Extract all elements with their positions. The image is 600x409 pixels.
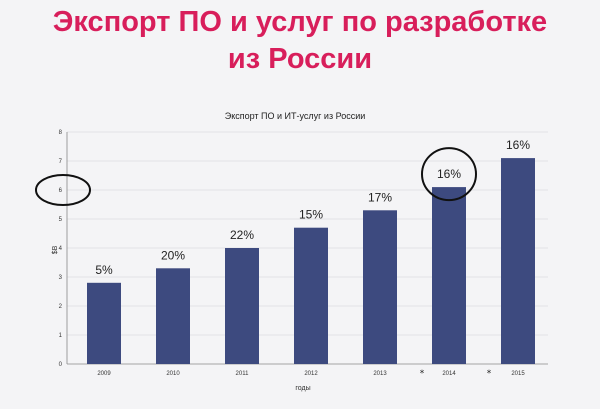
y-axis-label: $B <box>52 245 59 254</box>
y-tick-label-3: 3 <box>59 275 63 281</box>
data-labels: 5% 20% 22% 15% 17% 16% 16% <box>95 138 530 277</box>
x-tick-label-2011: 2011 <box>236 371 250 377</box>
bars <box>87 158 535 364</box>
tick-labels: 0 1 2 3 4 5 6 7 8 2009 2010 2011 2012 2013 2014 2015 <box>59 130 526 377</box>
bar-2009 <box>87 282 121 364</box>
bar-2013 <box>363 210 397 364</box>
y-tick-label-7: 7 <box>59 159 63 165</box>
data-label-2015: 16% <box>506 138 530 152</box>
data-label-2013: 17% <box>368 190 392 204</box>
slide-title-line-1: Экспорт ПО и услуг по разработке <box>52 6 548 38</box>
y-tick-label-1: 1 <box>59 333 63 339</box>
y-tick-label-2: 2 <box>59 304 63 310</box>
data-label-2010: 20% <box>161 248 185 262</box>
x-tick-label-2013: 2013 <box>373 371 387 377</box>
y-tick-label-5: 5 <box>59 217 63 223</box>
hand-drawn-circles <box>35 147 477 206</box>
star-mark-2: * <box>487 369 492 379</box>
y-tick-label-4: 4 <box>59 246 63 252</box>
x-tick-label-2010: 2010 <box>166 371 180 377</box>
x-tick-label-2012: 2012 <box>304 371 318 377</box>
bar-2012 <box>294 227 328 364</box>
x-tick-label-2009: 2009 <box>97 371 111 377</box>
highlight-circle-ytick <box>35 174 91 206</box>
bar-2014 <box>432 187 466 364</box>
bar-2015 <box>501 158 535 364</box>
slide-title-line-2: из России <box>227 43 373 75</box>
y-tick-label-8: 8 <box>59 130 63 136</box>
y-tick-label-6: 6 <box>59 188 63 194</box>
data-label-2011: 22% <box>230 228 254 242</box>
star-marks: * * <box>420 369 492 379</box>
x-tick-label-2015: 2015 <box>511 371 525 377</box>
highlight-circle-2014 <box>421 147 477 202</box>
data-label-2014: 16% <box>437 167 461 181</box>
y-tick-label-0: 0 <box>59 362 63 368</box>
bar-2010 <box>156 268 190 364</box>
x-axis-label: годы <box>295 385 310 392</box>
star-mark-1: * <box>420 369 425 379</box>
x-tick-label-2014: 2014 <box>442 371 456 377</box>
data-label-2012: 15% <box>299 208 323 222</box>
chart-title: Экспорт ПО и ИТ-услуг из России <box>225 111 366 121</box>
bar-2011 <box>225 248 259 364</box>
data-label-2009: 5% <box>95 263 113 277</box>
slide-title: Экспорт ПО и услуг по разработке из Росс… <box>0 4 600 78</box>
